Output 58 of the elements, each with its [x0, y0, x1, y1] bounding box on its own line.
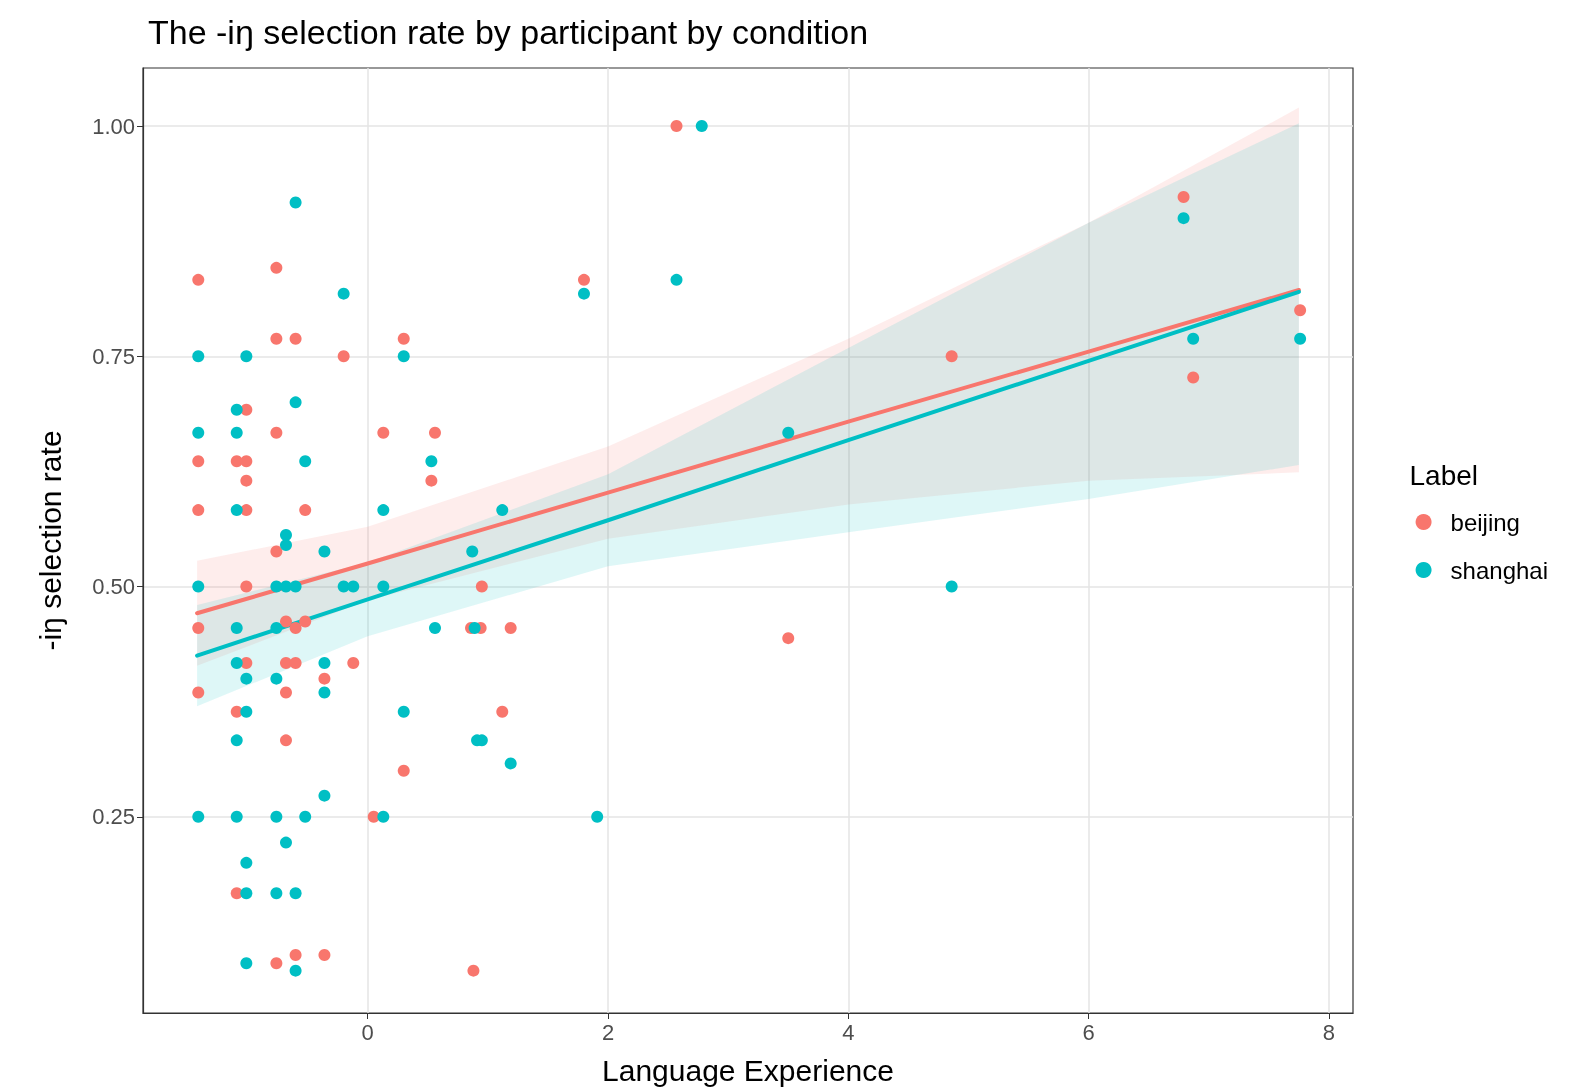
point [496, 705, 509, 718]
point [347, 657, 360, 669]
point [192, 686, 205, 699]
point [425, 474, 438, 487]
y-tick-label: 0.25 [92, 804, 135, 830]
point [1294, 304, 1307, 317]
point [270, 261, 283, 274]
legend-title: Label [1409, 459, 1479, 491]
point [1187, 371, 1200, 384]
point [240, 580, 253, 593]
point [289, 657, 302, 669]
point [467, 964, 480, 977]
point [475, 580, 488, 593]
y-axis-title: -iŋ selection rate [33, 430, 67, 651]
x-tick-label: 0 [361, 1019, 374, 1045]
point [280, 657, 292, 669]
x-tick-label: 6 [1082, 1019, 1095, 1045]
legend-label: beijing [1450, 508, 1520, 536]
point [945, 350, 958, 363]
point [280, 615, 292, 628]
point [397, 764, 410, 777]
legend-label: shanghai [1450, 556, 1548, 584]
x-axis-title: Language Experience [602, 1053, 894, 1087]
y-tick-label: 0.75 [92, 343, 135, 369]
point [270, 957, 283, 970]
point [429, 426, 441, 439]
point [377, 426, 390, 439]
y-tick-label: 0.50 [92, 574, 135, 600]
point [299, 615, 312, 628]
point [240, 455, 253, 468]
x-tick-label: 2 [601, 1019, 615, 1045]
x-tick-label: 4 [842, 1019, 855, 1045]
point [397, 332, 410, 345]
point [270, 426, 283, 439]
point [289, 622, 302, 634]
point [280, 686, 292, 699]
chart-title: The -iŋ selection rate by participant by condition [148, 13, 869, 51]
point [299, 504, 312, 517]
point [782, 632, 795, 645]
x-tick-label: 8 [1322, 1019, 1336, 1045]
point [318, 948, 331, 961]
point [270, 545, 283, 558]
point [192, 504, 205, 517]
point [318, 672, 331, 685]
point [270, 332, 283, 345]
point [289, 332, 302, 345]
point [504, 622, 517, 634]
point [192, 622, 205, 634]
point [670, 120, 683, 133]
point [192, 273, 205, 286]
point [289, 948, 302, 961]
point [1177, 190, 1190, 203]
point [337, 350, 350, 363]
y-tick-label: 1.00 [92, 113, 135, 139]
point [240, 474, 253, 487]
point [280, 734, 292, 747]
point [192, 455, 205, 468]
point [578, 273, 590, 286]
